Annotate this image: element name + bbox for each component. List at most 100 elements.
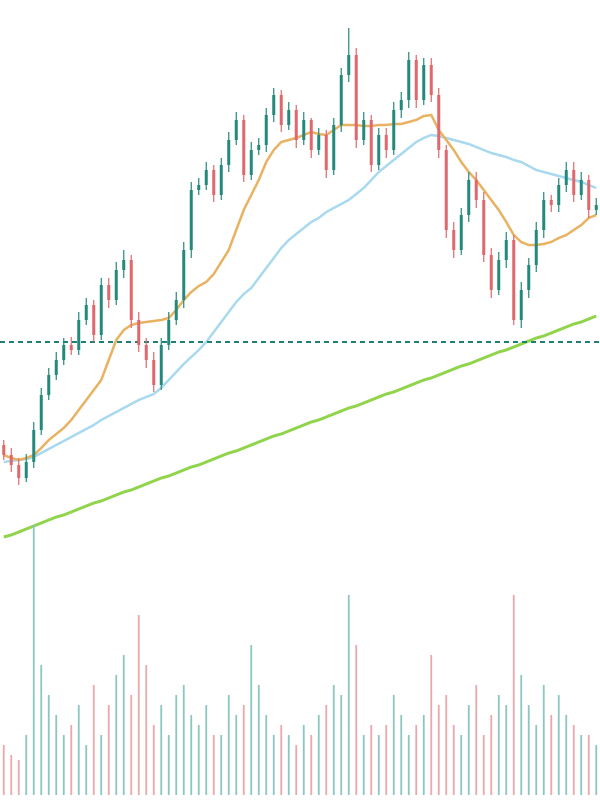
volume-bar	[557, 695, 560, 795]
volume-bar	[302, 725, 305, 795]
candle-body	[317, 135, 321, 150]
volume-bar	[100, 735, 103, 795]
candle-body	[354, 55, 358, 140]
candle-body	[377, 135, 381, 165]
volume-bar	[280, 725, 283, 795]
candle-body	[339, 75, 343, 125]
volume-bar	[527, 705, 530, 795]
candle-body	[77, 320, 81, 350]
candle-body	[557, 185, 561, 205]
volume-bar	[77, 705, 80, 795]
volume-bar	[212, 735, 215, 795]
candle-body	[279, 95, 283, 125]
volume-bar	[40, 665, 43, 795]
candle-body	[482, 200, 486, 255]
volume-bar	[385, 725, 388, 795]
volume-bar	[355, 645, 358, 795]
volume-bar	[490, 715, 493, 795]
candle-body	[152, 360, 156, 385]
candle-body	[542, 200, 546, 230]
volume-bar	[595, 745, 598, 795]
candle-body	[579, 180, 583, 195]
candle-body	[122, 260, 126, 270]
volume-bar	[10, 755, 13, 795]
candle-body	[24, 462, 28, 478]
candle-body	[414, 60, 418, 100]
candle-body	[324, 135, 328, 170]
volume-bar	[325, 705, 328, 795]
volume-bar	[257, 685, 260, 795]
volume-bar	[437, 705, 440, 795]
volume-bar	[122, 655, 125, 795]
candle-body	[287, 110, 291, 125]
volume-bar	[47, 695, 50, 795]
volume-bar	[415, 725, 418, 795]
volume-bar	[520, 675, 523, 795]
candle-body	[519, 290, 523, 320]
volume-bar	[400, 715, 403, 795]
candle-body	[107, 285, 111, 300]
candle-body	[32, 430, 36, 462]
candle-body	[137, 320, 141, 345]
candle-body	[249, 150, 253, 175]
volume-bar	[182, 685, 185, 795]
volume-bar	[295, 745, 298, 795]
candle-body	[399, 100, 403, 110]
candle-body	[212, 170, 216, 195]
candle-body	[407, 60, 411, 100]
candle-body	[264, 115, 268, 145]
volume-bar	[332, 685, 335, 795]
candle-body	[504, 240, 508, 260]
candle-body	[347, 55, 351, 75]
volume-bar	[272, 735, 275, 795]
volume-bar	[227, 695, 230, 795]
candle-body	[459, 215, 463, 250]
candle-body	[384, 135, 388, 150]
moving-average	[3, 113, 597, 462]
volume-bar	[505, 705, 508, 795]
volume-bar	[130, 695, 133, 795]
candle-body	[467, 180, 471, 215]
candle-body	[84, 305, 88, 320]
candle-body	[92, 305, 96, 335]
volume-bar	[550, 715, 553, 795]
candle-body	[17, 465, 21, 478]
candle-body	[512, 240, 516, 320]
candle-body	[114, 270, 118, 300]
volume-bar	[2, 745, 5, 795]
candle-body	[302, 120, 306, 140]
volume-bar	[587, 735, 590, 795]
candle-body	[294, 110, 298, 140]
volume-bar	[460, 735, 463, 795]
moving-average	[3, 314, 597, 539]
volume-bar	[535, 725, 538, 795]
volume-bar	[310, 735, 313, 795]
volume-bar	[565, 715, 568, 795]
volume-bar	[85, 745, 88, 795]
moving-average	[3, 133, 597, 464]
candle-body	[62, 345, 66, 360]
volume-bar	[220, 735, 223, 795]
candle-body	[129, 260, 133, 320]
candle-body	[257, 145, 261, 150]
volume-bar	[392, 695, 395, 795]
volume-bar	[475, 685, 478, 795]
volume-bar	[542, 685, 545, 795]
volume-bar	[55, 715, 58, 795]
candle-body	[189, 190, 193, 250]
candle-body	[369, 120, 373, 165]
volume-bar	[467, 705, 470, 795]
candle-body	[534, 230, 538, 265]
volume-bar	[497, 695, 500, 795]
volume-bar	[362, 735, 365, 795]
volume-bar	[370, 725, 373, 795]
candle-body	[452, 230, 456, 250]
volume-bar	[160, 705, 163, 795]
volume-bar	[70, 725, 73, 795]
candle-body	[564, 170, 568, 185]
candle-body	[2, 445, 6, 455]
volume-bar	[317, 715, 320, 795]
volume-bar	[190, 715, 193, 795]
volume-bar	[205, 705, 208, 795]
